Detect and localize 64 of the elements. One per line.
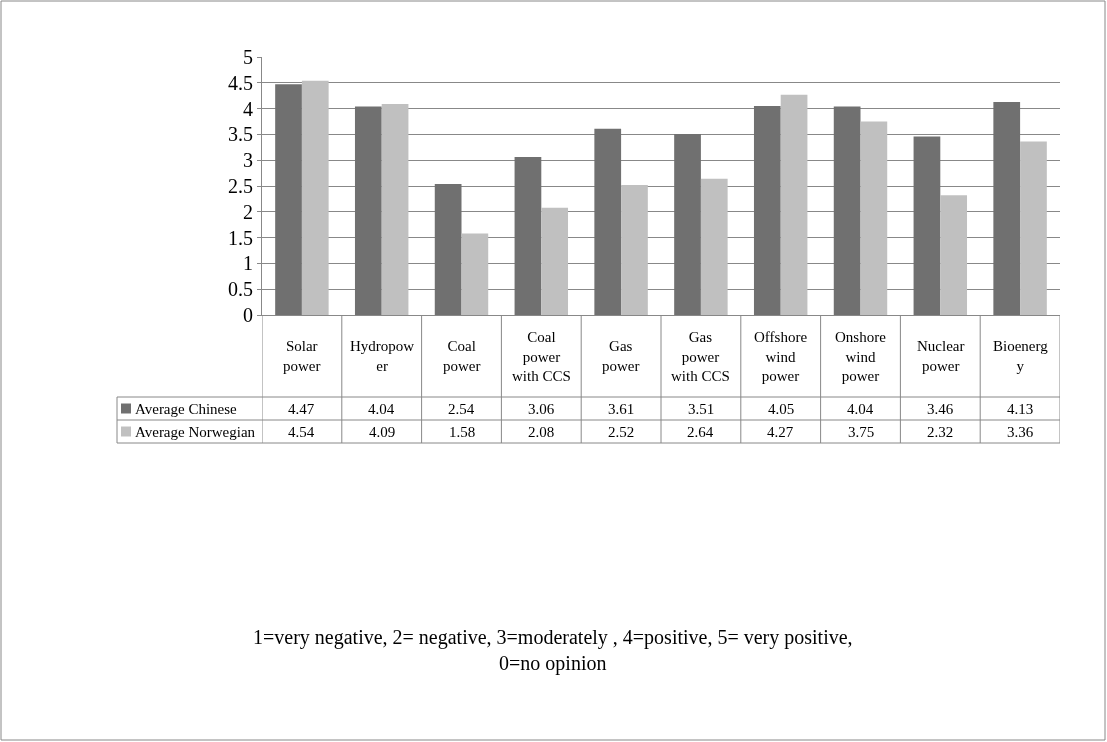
y-tick-label: 4.5	[228, 71, 253, 94]
y-tick-label: 1.5	[228, 226, 253, 249]
data-label: 4.05	[768, 401, 795, 417]
bar	[621, 184, 648, 315]
data-label: 4.04	[368, 401, 395, 417]
data-label: 3.46	[927, 401, 954, 417]
bar	[514, 157, 542, 315]
y-tick-label: 4	[243, 97, 253, 120]
data-label: 4.54	[288, 424, 315, 440]
y-tick-label: 5	[243, 46, 253, 68]
bar	[940, 195, 968, 315]
y-tick-label: 0	[243, 304, 253, 326]
data-label: 1.58	[449, 424, 476, 440]
data-label: 3.75	[848, 424, 875, 440]
data-label: 4.04	[847, 401, 874, 417]
x-tick-label: Hydropower	[350, 338, 415, 374]
bar	[381, 103, 409, 315]
y-tick-label: 1	[243, 252, 253, 275]
y-tick-label: 3.5	[228, 123, 253, 146]
data-label: 3.51	[688, 401, 715, 417]
bar	[780, 94, 808, 315]
y-tick-label: 2	[243, 200, 253, 223]
x-tick-label: Bioenergy	[993, 338, 1049, 374]
x-tick-label: Offshore wind power	[754, 329, 808, 384]
x-tick-label: Coal power	[443, 338, 481, 374]
x-tick-label: Nuclear power	[917, 338, 965, 374]
data-label: 2.52	[608, 424, 635, 440]
data-label: 4.09	[369, 424, 396, 440]
bar	[674, 133, 701, 315]
legend-label: Average Norwegian	[135, 424, 256, 440]
bar	[461, 233, 489, 315]
x-tick-label: Coal power with CCS	[512, 329, 571, 384]
x-tick-label: Gas power	[602, 338, 640, 374]
data-label: 4.13	[1007, 401, 1034, 417]
data-label: 2.32	[927, 424, 954, 440]
data-label: 4.27	[767, 424, 794, 440]
x-tick-label: Gas power with CCS	[671, 329, 730, 384]
bar	[1020, 141, 1047, 315]
bar	[700, 178, 728, 315]
bar	[275, 84, 302, 315]
data-label: 2.64	[687, 424, 714, 440]
bar	[354, 106, 382, 315]
data-label: 2.08	[528, 424, 555, 440]
y-tick-label: 0.5	[228, 278, 253, 301]
bar	[594, 128, 622, 315]
data-label: 4.47	[288, 401, 315, 417]
y-tick-label: 2.5	[228, 175, 253, 197]
data-label: 3.06	[528, 401, 555, 417]
data-label: 3.61	[608, 401, 635, 417]
data-label: 2.54	[448, 401, 475, 417]
bar	[993, 101, 1021, 315]
bar	[434, 183, 462, 315]
x-tick-label: Onshore wind power	[835, 329, 887, 384]
text: 1=very negative, 2= negative, 3=moderately , 4=positive, 5= very positive, 0=no opinion	[253, 626, 853, 675]
y-tick-label: 3	[243, 149, 253, 172]
bar	[833, 106, 861, 315]
legend-label: Average Chinese	[135, 401, 238, 417]
x-tick-label: Solar power	[283, 338, 321, 374]
bar	[860, 121, 888, 315]
bar	[541, 207, 569, 315]
bar	[301, 80, 329, 315]
data-label: 3.36	[1007, 424, 1034, 440]
bar	[753, 106, 781, 315]
bar	[913, 136, 941, 315]
